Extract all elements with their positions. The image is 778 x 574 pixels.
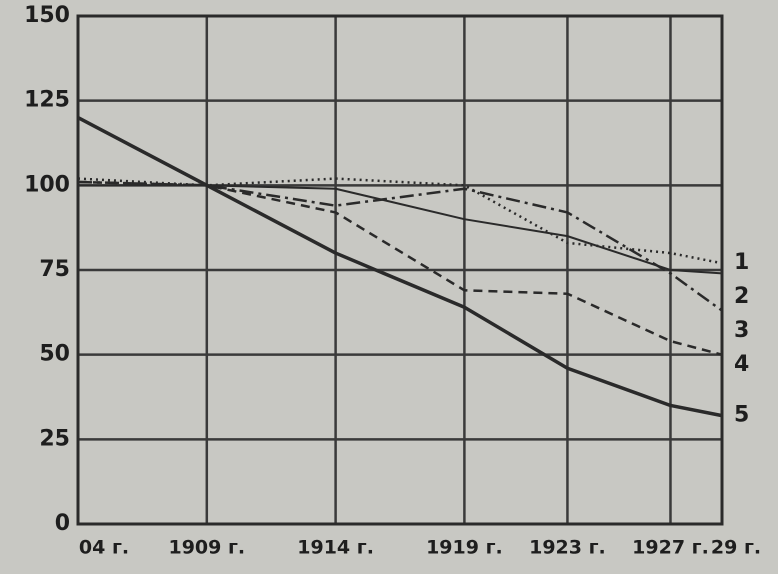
y-tick-label: 50 <box>39 342 70 367</box>
series-line <box>77 116 723 418</box>
series-label: 5 <box>734 403 749 428</box>
x-tick-label: 04 г. <box>79 537 129 559</box>
x-tick-label: 1923 г. <box>529 537 606 559</box>
y-tick-label: 100 <box>24 172 70 197</box>
plot-frame <box>76 14 724 526</box>
y-tick-label: 75 <box>39 257 70 282</box>
x-tick-label: 1919 г. <box>426 537 503 559</box>
y-tick-label: 150 <box>24 3 70 28</box>
series-label: 3 <box>734 318 749 343</box>
x-tick-label: 29 г. <box>711 537 761 559</box>
x-tick-label: 1909 г. <box>168 537 245 559</box>
y-tick-label: 125 <box>24 88 70 113</box>
y-tick-label: 0 <box>55 511 70 536</box>
series-label: 4 <box>734 352 749 377</box>
x-tick-label: 1914 г. <box>297 537 374 559</box>
series-label: 2 <box>734 284 749 309</box>
x-tick-label: 1927 г. <box>632 537 709 559</box>
y-tick-label: 25 <box>39 426 70 451</box>
series-label: 1 <box>734 250 749 275</box>
